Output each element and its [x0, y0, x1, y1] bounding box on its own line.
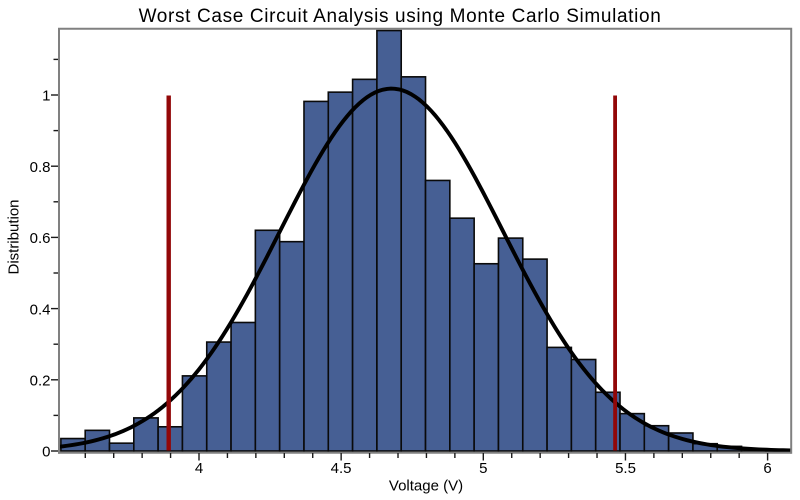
svg-text:Voltage (V): Voltage (V): [389, 478, 463, 495]
svg-text:0.4: 0.4: [30, 301, 51, 318]
svg-text:Worst Case Circuit Analysis us: Worst Case Circuit Analysis using Monte …: [139, 6, 662, 27]
svg-text:1: 1: [42, 88, 50, 105]
svg-text:0.6: 0.6: [30, 230, 51, 247]
svg-text:5.5: 5.5: [615, 460, 636, 477]
svg-text:0.8: 0.8: [30, 159, 51, 176]
svg-text:5: 5: [479, 460, 487, 477]
svg-text:4: 4: [195, 460, 203, 477]
svg-text:0.2: 0.2: [30, 373, 51, 390]
svg-text:6: 6: [763, 460, 771, 477]
svg-text:Distribution: Distribution: [6, 199, 23, 274]
svg-text:4.5: 4.5: [331, 460, 352, 477]
svg-text:0: 0: [42, 444, 50, 461]
